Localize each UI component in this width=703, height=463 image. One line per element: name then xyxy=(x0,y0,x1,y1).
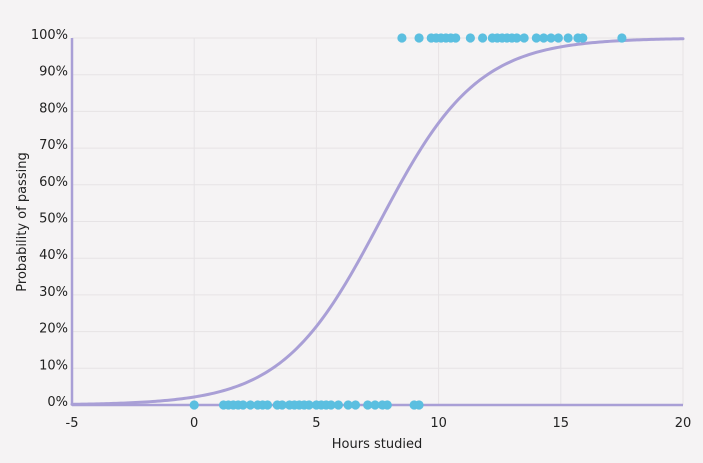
data-point-pass xyxy=(539,33,549,43)
y-axis-title: Probability of passing xyxy=(15,152,30,291)
data-point-fail xyxy=(304,400,314,410)
data-point-fail xyxy=(343,400,353,410)
data-point-pass xyxy=(531,33,541,43)
y-tick-label: 20% xyxy=(39,322,68,337)
x-tick-label: 0 xyxy=(190,416,198,431)
x-tick-label: 15 xyxy=(553,416,570,431)
data-point-pass xyxy=(397,33,407,43)
data-points-layer xyxy=(189,33,627,410)
data-point-pass xyxy=(414,33,424,43)
x-axis-title: Hours studied xyxy=(332,437,422,452)
data-point-pass xyxy=(465,33,475,43)
x-tick-label: 20 xyxy=(675,416,692,431)
y-tick-labels: 0% 10% 20% 30% 40% 50% 60% 70% 80% 90% 100% xyxy=(31,28,68,410)
y-tick-label: 60% xyxy=(39,175,68,190)
data-point-pass xyxy=(477,33,488,43)
data-point-pass xyxy=(546,33,556,43)
y-tick-label: 90% xyxy=(39,65,68,80)
data-point-fail xyxy=(414,400,424,410)
data-point-pass xyxy=(563,33,573,43)
data-point-fail xyxy=(245,400,256,410)
data-point-fail xyxy=(326,400,336,410)
data-point-fail xyxy=(370,400,380,410)
x-tick-label: -5 xyxy=(66,416,79,431)
x-tick-label: 10 xyxy=(430,416,447,431)
y-tick-label: 30% xyxy=(39,285,68,300)
y-tick-label: 80% xyxy=(39,101,68,116)
data-point-pass xyxy=(512,33,522,43)
data-point-pass xyxy=(519,33,529,43)
y-tick-label: 40% xyxy=(39,248,68,263)
x-tick-labels: -5 0 5 10 15 20 xyxy=(66,416,692,431)
y-tick-label: 0% xyxy=(47,395,68,410)
y-tick-label: 10% xyxy=(39,358,68,373)
y-tick-label: 70% xyxy=(39,138,68,153)
data-point-pass xyxy=(451,33,461,43)
data-point-fail xyxy=(277,400,287,410)
data-point-fail xyxy=(238,400,248,410)
data-point-fail xyxy=(189,400,199,410)
y-tick-label: 100% xyxy=(31,28,68,43)
data-point-pass xyxy=(578,33,588,43)
logistic-curve xyxy=(70,37,685,406)
logistic-curve-layer xyxy=(70,37,685,406)
data-point-pass xyxy=(617,33,627,43)
data-point-pass xyxy=(553,33,563,43)
x-tick-label: 5 xyxy=(312,416,320,431)
data-point-fail xyxy=(382,400,392,410)
y-tick-label: 50% xyxy=(39,212,68,227)
data-point-fail xyxy=(363,400,373,410)
data-point-fail xyxy=(350,400,361,410)
data-point-fail xyxy=(262,400,273,410)
data-point-fail xyxy=(333,400,343,410)
